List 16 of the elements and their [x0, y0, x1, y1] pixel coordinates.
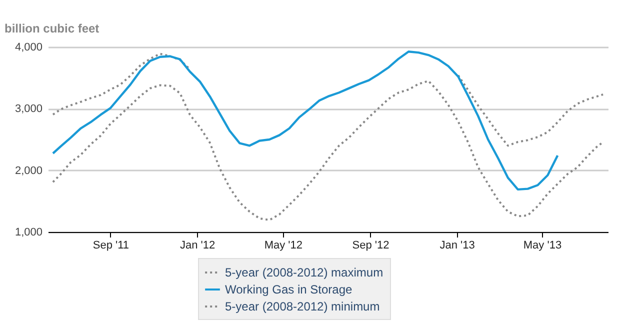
legend-label: 5-year (2008-2012) maximum [225, 266, 384, 280]
x-tick-label: Jan '13 [440, 240, 475, 252]
y-axis-title: billion cubic feet [4, 22, 100, 36]
y-tick-label: 2,000 [14, 164, 42, 177]
y-tick-label: 1,000 [14, 226, 42, 238]
x-tick-label: May '12 [264, 240, 303, 252]
x-tick-label: Sep '12 [352, 240, 390, 252]
line-series [52, 50, 559, 191]
x-tick-label: Sep '11 [92, 240, 130, 252]
x-tick-label: Jan '12 [180, 240, 216, 252]
y-tick-label: 3,000 [14, 103, 42, 116]
y-tick-label: 4,000 [14, 42, 42, 54]
legend-label: 5-year (2008-2012) minimum [225, 300, 380, 314]
legend-label: Working Gas in Storage [225, 282, 352, 296]
x-tick-label: May '13 [523, 240, 562, 252]
line-series [52, 80, 604, 221]
